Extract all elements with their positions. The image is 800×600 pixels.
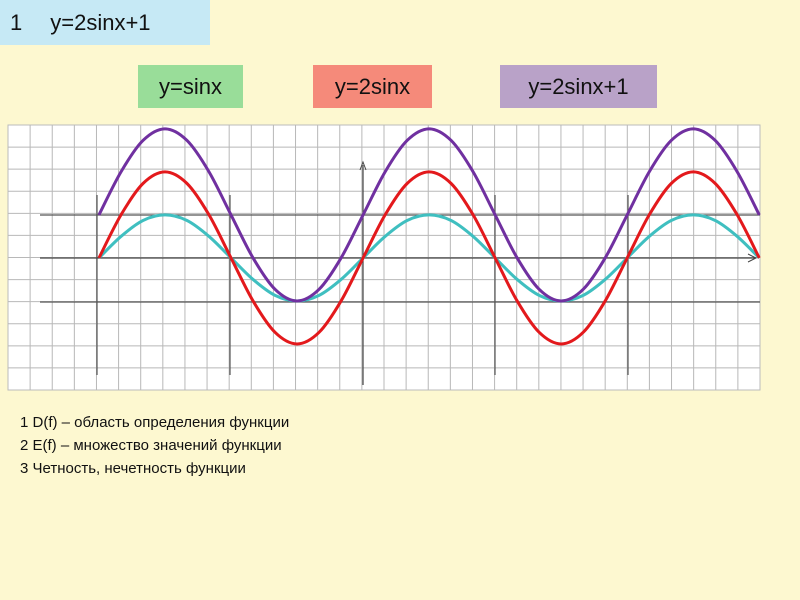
x-axis-arrow bbox=[747, 253, 758, 263]
legend-entry: y=2sinx+1 bbox=[500, 65, 657, 108]
series-line bbox=[97, 213, 761, 303]
header-title: y=2sinx+1 bbox=[50, 9, 151, 35]
series-line bbox=[97, 170, 761, 346]
note: 3 Четность, нечетность функции bbox=[20, 460, 246, 477]
note: 1 D(f) – область определения функции bbox=[20, 414, 290, 431]
chart bbox=[7, 124, 761, 391]
series-line bbox=[97, 127, 761, 303]
y-axis-arrow bbox=[359, 160, 367, 171]
note: 2 E(f) – множество значений функции bbox=[20, 437, 282, 454]
legend-entry: y=2sinx bbox=[313, 65, 432, 108]
header-number: 1 bbox=[10, 9, 23, 35]
header: 1 y=2sinx+1 bbox=[0, 0, 210, 45]
legend-entry: y=sinx bbox=[138, 65, 243, 108]
